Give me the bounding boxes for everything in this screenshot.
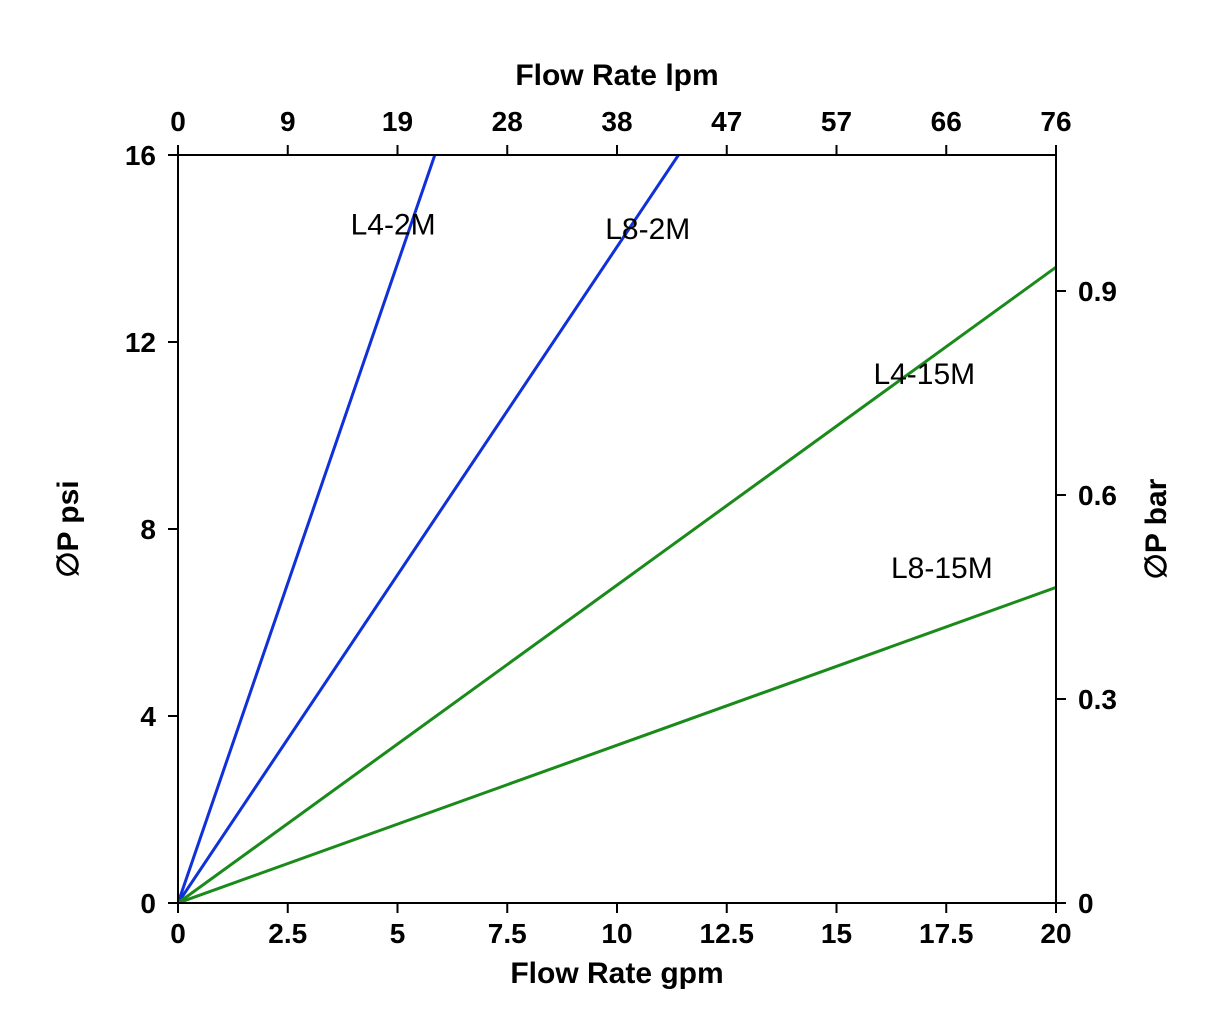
pressure-flow-chart: 0 2.5 5 7.5 10 12.5 15 17.5 20 Flow Rate gpm 0 9 19 2… <box>0 0 1214 1018</box>
top-axis-title: Flow Rate lpm <box>515 59 718 92</box>
bottom-tick-label: 0 <box>170 918 186 949</box>
plot-frame <box>178 155 1056 903</box>
top-tick-label: 66 <box>931 106 962 137</box>
series-label-l8-2m: L8-2M <box>605 213 690 246</box>
right-axis-title: ∅P bar <box>1140 478 1173 579</box>
chart-container: 0 2.5 5 7.5 10 12.5 15 17.5 20 Flow Rate gpm 0 9 19 2… <box>0 0 1214 1018</box>
top-tick-label: 57 <box>821 106 852 137</box>
bottom-tick-label: 15 <box>821 918 852 949</box>
series-line-l4-2m <box>178 155 435 903</box>
bottom-tick-label: 20 <box>1040 918 1071 949</box>
top-tick-label: 76 <box>1040 106 1071 137</box>
bottom-tick-label: 2.5 <box>268 918 307 949</box>
series-group <box>178 155 1056 903</box>
bottom-tick-label: 5 <box>390 918 406 949</box>
right-tick-label: 0.6 <box>1078 480 1117 511</box>
series-line-l8-2m <box>178 155 678 903</box>
top-tick-label: 38 <box>601 106 632 137</box>
series-label-l8-15m: L8-15M <box>891 552 993 585</box>
series-label-l4-15m: L4-15M <box>873 358 975 391</box>
bottom-tick-label: 7.5 <box>488 918 527 949</box>
left-tick-label: 8 <box>140 514 156 545</box>
right-tick-label: 0 <box>1078 888 1094 919</box>
bottom-tick-label: 12.5 <box>700 918 755 949</box>
bottom-axis-title: Flow Rate gpm <box>510 957 723 990</box>
left-tick-label: 16 <box>125 140 156 171</box>
top-tick-label: 28 <box>492 106 523 137</box>
top-tick-label: 19 <box>382 106 413 137</box>
right-tick-label: 0.3 <box>1078 684 1117 715</box>
left-tick-label: 0 <box>140 888 156 919</box>
left-tick-label: 4 <box>140 701 156 732</box>
top-tick-label: 47 <box>711 106 742 137</box>
series-label-l4-2m: L4-2M <box>351 208 436 241</box>
left-axis-title: ∅P psi <box>52 480 85 577</box>
top-tick-label: 0 <box>170 106 186 137</box>
series-line-l8-15m <box>178 587 1056 903</box>
bottom-tick-label: 10 <box>601 918 632 949</box>
right-tick-label: 0.9 <box>1078 276 1117 307</box>
bottom-tick-label: 17.5 <box>919 918 974 949</box>
top-tick-label: 9 <box>280 106 296 137</box>
left-tick-label: 12 <box>125 327 156 358</box>
